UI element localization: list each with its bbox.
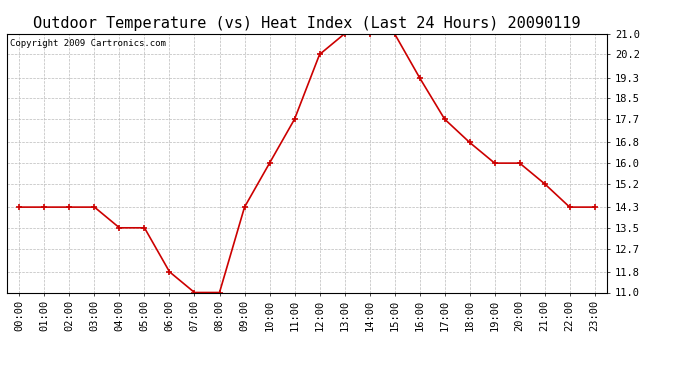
Title: Outdoor Temperature (vs) Heat Index (Last 24 Hours) 20090119: Outdoor Temperature (vs) Heat Index (Las… (33, 16, 581, 31)
Text: Copyright 2009 Cartronics.com: Copyright 2009 Cartronics.com (10, 39, 166, 48)
